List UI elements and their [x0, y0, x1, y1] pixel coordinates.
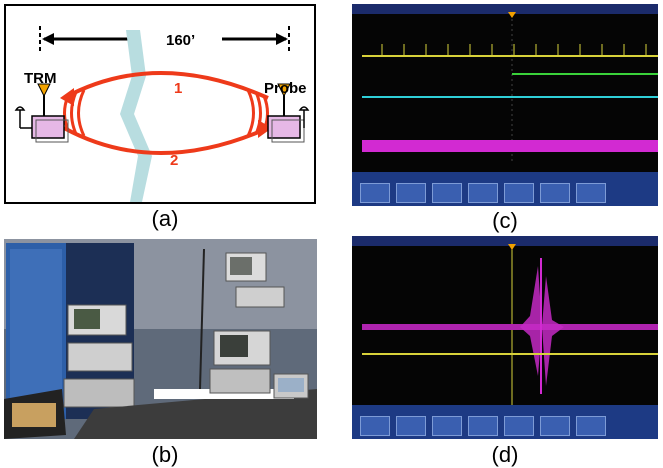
- lab-photo-drawing: [4, 239, 317, 439]
- softkey-d-2: [396, 416, 426, 436]
- scope-traces-d: [362, 244, 658, 408]
- path-arc-1: [63, 71, 269, 100]
- oscilloscope-screen-c: [352, 4, 658, 206]
- trm-device-icon: [14, 83, 69, 143]
- softkey-c-3: [432, 183, 462, 203]
- softkey-c-6: [540, 183, 570, 203]
- softkey-c-2: [396, 183, 426, 203]
- caption-a: (a): [151, 206, 179, 231]
- path-2-label: 2: [170, 152, 179, 169]
- softkey-d-6: [540, 416, 570, 436]
- trm-label: TRM: [24, 70, 57, 87]
- softkey-c-1: [360, 183, 390, 203]
- softkey-c-7: [576, 183, 606, 203]
- scope-top-bar-d: [352, 236, 658, 246]
- scope-top-bar: [352, 4, 658, 14]
- softkey-d-4: [468, 416, 498, 436]
- path-arc-2: [63, 126, 269, 155]
- caption-b: (b): [151, 442, 179, 467]
- softkey-c-5: [504, 183, 534, 203]
- scope-traces-c: [362, 12, 658, 162]
- softkey-d-3: [432, 416, 462, 436]
- probe-device-icon: [267, 83, 310, 143]
- softkey-d-5: [504, 416, 534, 436]
- softkey-d-1: [360, 416, 390, 436]
- diagram-panel-a: 160’ TRM Probe 1 2: [4, 4, 316, 204]
- distance-label: 160’: [166, 32, 196, 49]
- caption-d: (d): [491, 442, 519, 467]
- obstacle-wall: [120, 30, 152, 202]
- softkey-c-4: [468, 183, 498, 203]
- caption-c: (c): [492, 208, 518, 233]
- lab-photo: [4, 239, 317, 439]
- propagation-diagram: [14, 26, 310, 202]
- probe-label: Probe: [264, 80, 307, 97]
- path-1-label: 1: [174, 80, 183, 97]
- oscilloscope-screen-d: [352, 236, 658, 439]
- softkey-d-7: [576, 416, 606, 436]
